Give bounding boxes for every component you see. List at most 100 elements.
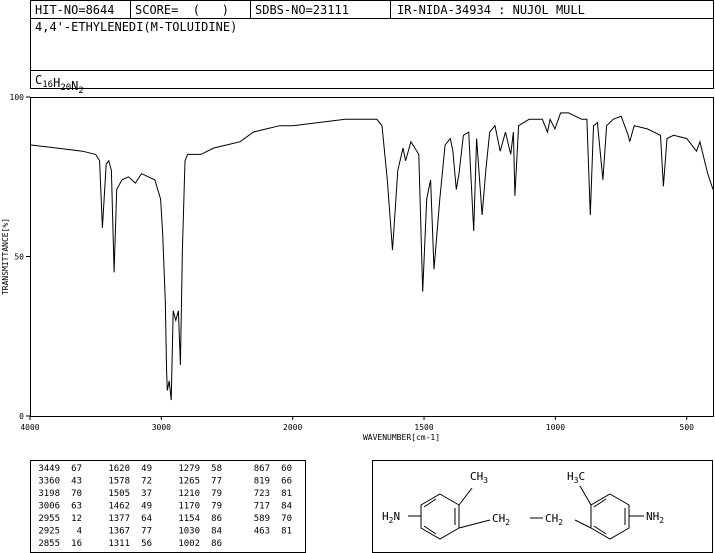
plot-frame [30,97,714,417]
bond [458,487,473,506]
peak-transmittance: 84 [281,502,292,512]
method: IR-NIDA-34934 : NUJOL MULL [397,3,585,17]
atom-label: H2N [382,510,400,525]
peak-wavenumber: 1170 [178,502,200,512]
peak-transmittance: 84 [211,527,222,537]
compound-name: 4,4'-ETHYLENEDI(M-TOLUIDINE) [35,20,237,34]
atom-symbol: CH [470,470,483,483]
x-tick-label: 1500 [414,423,433,432]
peak-wavenumber: 1030 [178,527,200,537]
peak-transmittance: 4 [77,527,82,537]
peak-transmittance: 37 [141,489,152,499]
peak-wavenumber: 3198 [38,489,60,499]
ring [420,493,460,540]
peak-transmittance: 66 [281,477,292,487]
bond [423,498,437,508]
atom-symbol: CH [492,512,505,525]
atom-count: 2 [389,516,394,525]
peak-wavenumber: 589 [254,514,270,524]
peak-wavenumber: 1367 [108,527,130,537]
bond [593,525,607,535]
peak-wavenumber: 1505 [108,489,130,499]
score: SCORE= ( ) [135,3,229,17]
peak-transmittance: 67 [71,464,82,474]
peak-wavenumber: 1620 [108,464,130,474]
atom-label: CH2 [545,512,563,527]
peak-transmittance: 63 [71,502,82,512]
peak-wavenumber: 2855 [38,539,60,549]
atom-count: 3 [483,476,488,485]
atom-count: 2 [659,516,664,525]
formula-count: 2 [78,86,83,96]
formula-element: C [35,73,42,87]
peak-transmittance: 79 [211,502,222,512]
x-tick-label: 1000 [546,423,565,432]
atom-symbol: N [393,510,400,523]
peak-transmittance: 70 [71,489,82,499]
formula-box [30,70,714,89]
peak-transmittance: 60 [281,464,292,474]
y-tick-label: 50 [14,253,24,262]
peak-transmittance: 56 [141,539,152,549]
bond [574,519,592,529]
peak-wavenumber: 1578 [108,477,130,487]
peak-wavenumber: 717 [254,502,270,512]
peak-transmittance: 64 [141,514,152,524]
atom-label: CH3 [470,470,488,485]
peak-wavenumber: 1210 [178,489,200,499]
atom-label: H3C [567,470,585,485]
peak-transmittance: 77 [211,477,222,487]
peak-wavenumber: 3360 [38,477,60,487]
peak-wavenumber: 1279 [178,464,200,474]
peak-wavenumber: 2925 [38,527,60,537]
peak-wavenumber: 1265 [178,477,200,487]
peak-transmittance: 49 [141,464,152,474]
peak-transmittance: 58 [211,464,222,474]
peak-transmittance: 81 [281,489,292,499]
spectrum [29,112,714,401]
peak-transmittance: 70 [281,514,292,524]
formula-element: N [71,79,78,93]
structure-box [372,460,713,553]
peak-transmittance: 12 [71,514,82,524]
y-tick-label: 100 [10,93,25,102]
x-tick-label: 3000 [152,423,171,432]
peak-transmittance: 43 [71,477,82,487]
peak-wavenumber: 2955 [38,514,60,524]
formula-count: 20 [60,83,71,93]
hit-no: HIT-NO=8644 [35,3,114,17]
peak-transmittance: 86 [211,539,222,549]
atom-symbol: NH [646,510,659,523]
atom-symbol: CH [545,512,558,525]
peak-transmittance: 77 [141,527,152,537]
bond [579,485,592,506]
peak-wavenumber: 867 [254,464,270,474]
peak-wavenumber: 1154 [178,514,200,524]
peak-transmittance: 49 [141,502,152,512]
peak-transmittance: 81 [281,527,292,537]
formula-element: H [53,76,60,90]
bond [593,498,607,508]
peak-transmittance: 79 [211,489,222,499]
structure [408,485,644,540]
atom-symbol: C [578,470,585,483]
peak-wavenumber: 1377 [108,514,130,524]
peak-wavenumber: 1002 [178,539,200,549]
atom-count: 3 [574,476,579,485]
bond [423,525,437,535]
atom-label: NH2 [646,510,664,525]
x-tick-label: 4000 [20,423,39,432]
atom-count: 2 [558,518,563,527]
peak-transmittance: 72 [141,477,152,487]
peak-wavenumber: 463 [254,527,270,537]
formula-count: 16 [42,80,53,90]
x-tick-label: 2000 [283,423,302,432]
ring [590,493,630,540]
x-axis-label: WAVENUMBER[cm-1] [363,433,440,442]
peak-wavenumber: 1462 [108,502,130,512]
sdbs-no: SDBS-NO=23111 [255,3,349,17]
atom-symbol: H [567,470,574,483]
formula: C16H20N2 [35,73,84,96]
